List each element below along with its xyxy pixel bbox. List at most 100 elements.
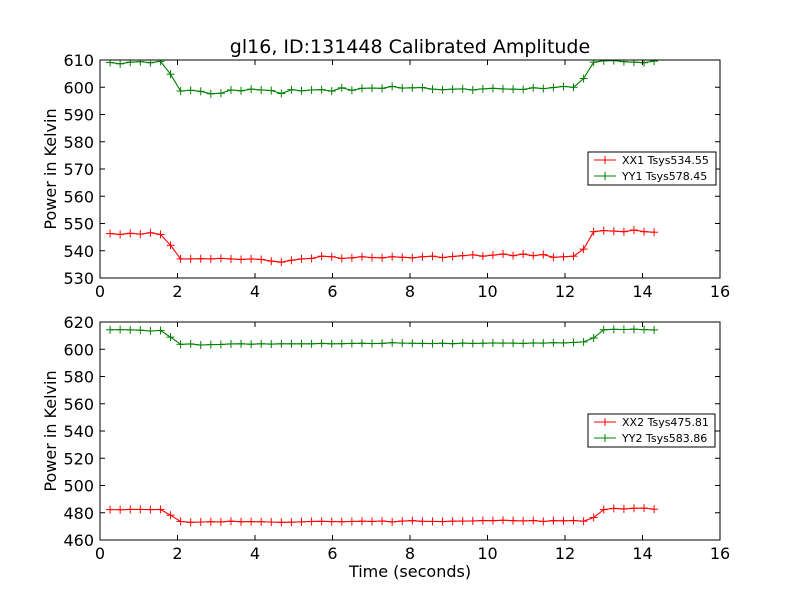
data-point bbox=[408, 83, 417, 92]
data-point bbox=[247, 85, 256, 94]
data-point bbox=[579, 245, 588, 254]
y-tick-label: 560 bbox=[63, 187, 94, 206]
data-point bbox=[529, 83, 538, 92]
data-point bbox=[559, 338, 568, 347]
data-point bbox=[126, 60, 135, 67]
data-point bbox=[337, 339, 346, 348]
data-point bbox=[206, 89, 215, 98]
data-point bbox=[599, 226, 608, 235]
data-point bbox=[549, 516, 558, 525]
data-point bbox=[317, 85, 326, 94]
y-tick-label: 570 bbox=[63, 160, 94, 179]
legend-item-2: YY2 Tsys583.86 bbox=[594, 432, 707, 445]
data-point bbox=[499, 516, 507, 525]
data-point bbox=[327, 87, 336, 96]
data-point bbox=[196, 87, 205, 96]
data-point bbox=[589, 227, 598, 236]
data-point bbox=[629, 325, 638, 334]
data-point bbox=[126, 325, 135, 334]
x-tick-label: 8 bbox=[405, 544, 415, 563]
data-point bbox=[196, 254, 205, 263]
data-point bbox=[216, 340, 225, 349]
series-group bbox=[106, 325, 659, 527]
data-point bbox=[106, 60, 115, 67]
data-point bbox=[398, 339, 407, 348]
data-point bbox=[237, 339, 246, 348]
data-point bbox=[398, 84, 407, 93]
x-tick-label: 12 bbox=[555, 282, 575, 301]
data-point bbox=[307, 339, 316, 348]
y-tick-label: 520 bbox=[63, 449, 94, 468]
data-point bbox=[499, 250, 507, 259]
data-point bbox=[186, 254, 195, 263]
data-point bbox=[327, 339, 336, 348]
data-point bbox=[539, 84, 548, 93]
data-point bbox=[468, 250, 477, 259]
data-point bbox=[388, 82, 397, 91]
data-point bbox=[287, 85, 296, 94]
x-tick-label: 14 bbox=[632, 282, 652, 301]
data-point bbox=[428, 339, 437, 348]
legend-label: XX1 Tsys534.55 bbox=[622, 154, 709, 167]
data-point bbox=[609, 60, 618, 65]
y-tick-label: 580 bbox=[63, 133, 94, 152]
x-tick-label: 16 bbox=[710, 282, 730, 301]
data-point bbox=[448, 339, 457, 348]
y-tick-label: 600 bbox=[63, 78, 94, 97]
x-tick-label: 6 bbox=[327, 544, 337, 563]
data-point bbox=[368, 339, 377, 348]
data-point bbox=[378, 339, 387, 348]
data-point bbox=[347, 517, 356, 526]
data-point bbox=[267, 518, 276, 527]
data-point bbox=[337, 254, 346, 263]
legend-item-1: XX2 Tsys475.81 bbox=[594, 416, 709, 429]
data-point bbox=[368, 84, 377, 93]
data-point bbox=[609, 504, 618, 513]
data-point bbox=[357, 517, 366, 526]
data-point bbox=[438, 253, 447, 262]
data-point bbox=[106, 229, 115, 238]
data-point bbox=[317, 252, 326, 261]
data-point bbox=[106, 505, 115, 514]
data-point bbox=[499, 339, 507, 348]
data-point bbox=[619, 325, 628, 334]
legend: XX2 Tsys475.81 YY2 Tsys583.86 bbox=[587, 413, 716, 448]
data-point bbox=[226, 339, 235, 348]
legend-box bbox=[587, 413, 716, 448]
data-point bbox=[247, 517, 256, 526]
data-point bbox=[499, 84, 507, 93]
data-point bbox=[559, 252, 568, 261]
data-point bbox=[166, 333, 175, 342]
data-point bbox=[176, 517, 185, 526]
data-point bbox=[337, 517, 346, 526]
data-point bbox=[488, 516, 497, 525]
y-tick-label: 550 bbox=[63, 215, 94, 234]
data-point bbox=[428, 517, 437, 526]
data-point bbox=[468, 516, 477, 525]
data-point bbox=[549, 83, 558, 92]
data-point bbox=[569, 83, 578, 92]
y-tick-label: 590 bbox=[63, 106, 94, 125]
x-tick-label: 10 bbox=[477, 544, 497, 563]
data-point bbox=[458, 251, 467, 260]
series-group bbox=[106, 60, 659, 267]
legend-box bbox=[587, 151, 717, 186]
x-tick-label: 2 bbox=[172, 282, 182, 301]
data-point bbox=[156, 60, 165, 66]
data-point bbox=[650, 325, 659, 334]
data-point bbox=[237, 86, 246, 95]
y-tick-label: 620 bbox=[63, 313, 94, 332]
data-point bbox=[509, 85, 518, 94]
data-point bbox=[609, 227, 618, 236]
y-tick-label: 560 bbox=[63, 395, 94, 414]
data-point bbox=[418, 83, 427, 92]
data-point bbox=[277, 518, 286, 527]
y-tick-label: 500 bbox=[63, 477, 94, 496]
x-tick-label: 6 bbox=[327, 282, 337, 301]
data-point bbox=[579, 74, 588, 83]
data-point bbox=[277, 89, 286, 98]
data-point bbox=[468, 85, 477, 94]
data-point bbox=[539, 517, 548, 526]
data-point bbox=[378, 517, 387, 526]
